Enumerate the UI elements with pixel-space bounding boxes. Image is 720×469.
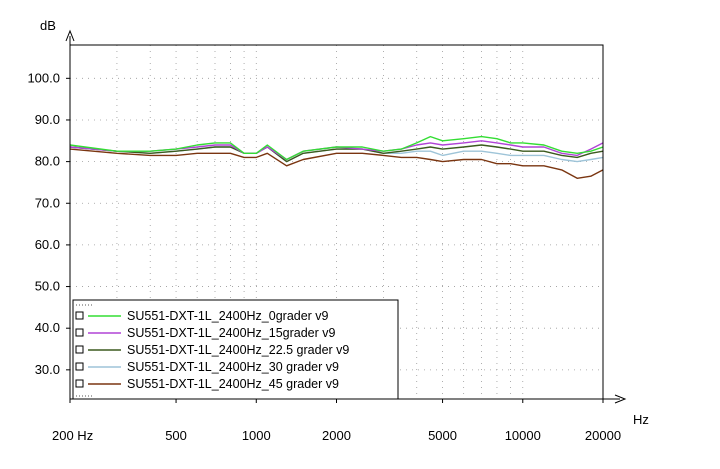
series-line: [69, 148, 604, 180]
legend: SU551-DXT-1L_2400Hz_0grader v9 SU551-DXT-…: [72, 299, 399, 400]
legend-label: SU551-DXT-1L_2400Hz_15grader v9: [127, 326, 336, 340]
legend-box: [72, 299, 399, 400]
axes: [65, 29, 627, 404]
x-tick-label: 1000: [242, 428, 271, 443]
y-axis-arrow: [65, 29, 75, 42]
legend-label: SU551-DXT-1L_2400Hz_30 grader v9: [127, 360, 339, 374]
series-line: [69, 135, 604, 161]
y-tick-label: 90.0: [35, 112, 60, 127]
series-line: [69, 144, 604, 163]
legend-checkbox: [75, 328, 84, 337]
y-tick-label: 40.0: [35, 320, 60, 335]
series-lines: [69, 135, 604, 180]
y-tick-label: 50.0: [35, 279, 60, 294]
y-tick-label: 100.0: [27, 70, 60, 85]
x-axis-arrow: [614, 394, 627, 404]
y-tick-label: 70.0: [35, 195, 60, 210]
tick-labels: 100.0 90.0 80.0 70.0 60.0 50.0 40.0 30.0 200 Hz 5…: [27, 70, 621, 443]
legend-checkbox: [75, 379, 84, 388]
legend-label: SU551-DXT-1L_2400Hz_0grader v9: [127, 309, 329, 323]
y-unit-label: dB: [40, 18, 56, 33]
y-tick-label: 60.0: [35, 237, 60, 252]
x-tick-label: 2000: [322, 428, 351, 443]
y-tick-label: 80.0: [35, 154, 60, 169]
y-tick-label: 30.0: [35, 362, 60, 377]
x-tick-label: 10000: [505, 428, 541, 443]
x-tick-label: 20000: [585, 428, 621, 443]
legend-label: SU551-DXT-1L_2400Hz_22.5 grader v9: [127, 343, 349, 357]
x-unit-label: Hz: [633, 412, 649, 427]
legend-checkbox: [75, 311, 84, 320]
x-tick-label: 200 Hz: [52, 428, 93, 443]
legend-label: SU551-DXT-1L_2400Hz_45 grader v9: [127, 377, 339, 391]
x-tick-label: 5000: [428, 428, 457, 443]
legend-checkbox: [75, 345, 84, 354]
legend-checkbox: [75, 362, 84, 371]
x-tick-label: 500: [165, 428, 187, 443]
